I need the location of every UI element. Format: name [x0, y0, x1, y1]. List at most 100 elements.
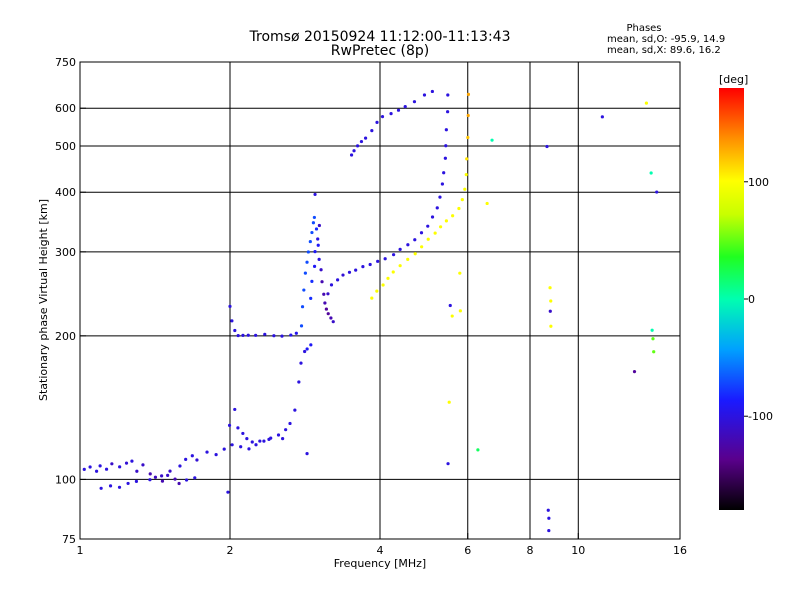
colorbar: [719, 88, 744, 510]
chart-title: Tromsø 20150924 11:12:00-11:13:43: [249, 29, 511, 45]
colorbar-label: [deg]: [719, 73, 748, 86]
echo-point: [303, 271, 307, 275]
echo-point: [305, 452, 309, 456]
echo-point: [312, 264, 317, 268]
echo-point: [383, 257, 387, 261]
echo-point: [426, 224, 430, 228]
echo-point: [361, 264, 365, 269]
echo-point: [190, 454, 194, 458]
x-axis-ticks: 1 2 4 6 8 10 16: [77, 533, 687, 557]
echo-point: [303, 349, 307, 354]
echo-point: [305, 260, 309, 264]
echo-point: [320, 280, 324, 284]
echo-point: [381, 283, 385, 287]
echo-point: [422, 93, 427, 97]
echo-point: [222, 447, 226, 451]
echo-point: [254, 333, 258, 337]
echo-point: [230, 319, 234, 323]
echo-point: [476, 448, 480, 452]
echo-point: [305, 347, 309, 351]
echo-point: [370, 296, 374, 300]
echo-point: [299, 324, 304, 328]
echo-point: [413, 238, 417, 242]
echo-point: [398, 247, 402, 251]
echo-point: [600, 115, 604, 119]
echo-point: [398, 264, 402, 268]
echo-point: [241, 431, 245, 436]
echo-point: [546, 508, 550, 512]
echo-point: [88, 465, 92, 469]
echo-point: [239, 445, 243, 449]
echo-point: [426, 237, 430, 241]
echo-point: [98, 464, 102, 468]
echo-point: [413, 252, 417, 256]
echo-point: [370, 129, 374, 133]
x-tick-label: 1: [77, 544, 84, 557]
echo-point: [326, 312, 330, 316]
echo-point: [458, 309, 462, 313]
echo-point: [236, 333, 240, 338]
echo-point: [444, 128, 448, 132]
echo-point: [433, 231, 437, 235]
grid-lines: [80, 62, 680, 539]
echo-point: [450, 314, 454, 318]
echo-point: [430, 89, 434, 94]
echo-point: [347, 270, 352, 274]
echo-point: [375, 120, 379, 124]
y-tick-label: 75: [62, 533, 76, 546]
echo-point: [448, 303, 452, 308]
echo-point: [457, 206, 461, 211]
echo-point: [148, 478, 152, 482]
echo-point: [458, 271, 462, 275]
echo-point: [349, 153, 354, 157]
phase-stats-o-mode: mean, sd,O: -95.9, 14.9: [607, 34, 725, 45]
y-axis-ticks: 75 100 200 300 400 500 600 750: [55, 56, 86, 546]
echo-point: [406, 257, 410, 261]
echo-point: [309, 296, 313, 300]
echo-point: [322, 292, 326, 296]
echo-point: [233, 407, 237, 412]
echo-point: [446, 110, 450, 114]
x-tick-label: 10: [571, 544, 585, 557]
echo-point: [160, 474, 164, 478]
echo-point: [314, 227, 319, 231]
echo-point: [420, 245, 424, 249]
echo-point: [464, 173, 468, 177]
echo-point: [124, 461, 129, 465]
echo-point: [153, 475, 158, 479]
echo-point: [406, 243, 410, 247]
echo-point: [490, 138, 494, 142]
echo-point: [160, 479, 165, 483]
colorbar-tick-label: -100: [748, 410, 773, 423]
echo-point: [193, 476, 197, 480]
echo-point: [444, 219, 448, 223]
echo-point: [168, 469, 172, 473]
echo-point: [148, 472, 152, 476]
echo-point: [311, 221, 316, 225]
echo-point: [226, 490, 230, 494]
echo-point: [375, 289, 379, 293]
echo-point: [233, 328, 237, 333]
echo-point: [104, 467, 109, 471]
y-tick-label: 100: [55, 473, 76, 486]
echo-point: [173, 477, 177, 481]
echo-point: [118, 465, 122, 469]
y-tick-label: 200: [55, 330, 76, 343]
echo-point: [466, 113, 470, 118]
echo-point: [317, 257, 321, 262]
echo-point: [245, 437, 249, 441]
echo-point: [440, 182, 444, 186]
echo-point: [178, 464, 182, 468]
echo-point: [435, 206, 439, 210]
x-tick-label: 4: [377, 544, 384, 557]
echo-point: [389, 112, 393, 116]
echo-point: [368, 262, 372, 267]
echo-point: [300, 305, 305, 309]
echo-point: [548, 286, 552, 290]
echo-point: [309, 343, 313, 347]
echo-point: [108, 484, 113, 488]
echo-point: [289, 333, 293, 337]
echo-point: [308, 239, 312, 244]
echo-point: [184, 457, 188, 461]
